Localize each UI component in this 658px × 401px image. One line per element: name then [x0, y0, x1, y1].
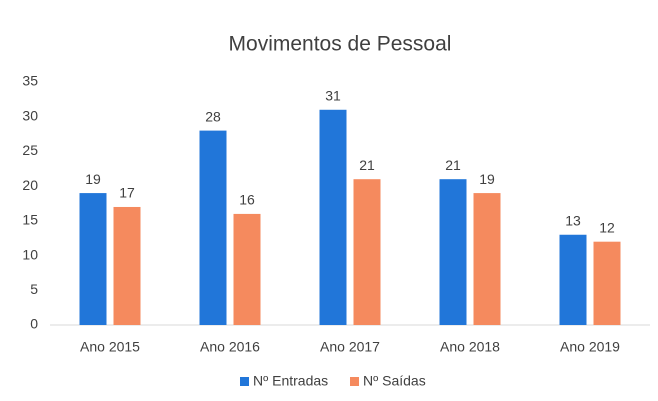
chart-title: Movimentos de Pessoal — [229, 33, 452, 56]
x-tick-label: Ano 2016 — [200, 339, 260, 355]
y-tick-label: 35 — [22, 73, 38, 89]
data-label: 19 — [479, 171, 495, 187]
data-label: 13 — [565, 212, 581, 228]
bar — [593, 241, 621, 325]
data-label: 19 — [85, 171, 101, 187]
data-label: 21 — [445, 157, 461, 173]
bar — [233, 213, 261, 325]
data-label: 17 — [119, 185, 135, 201]
bar — [559, 234, 587, 325]
bar — [79, 193, 107, 325]
y-tick-label: 30 — [22, 107, 38, 123]
data-label: 12 — [599, 219, 615, 235]
data-label: 28 — [205, 108, 221, 124]
x-tick-label: Ano 2017 — [320, 339, 380, 355]
bar — [199, 130, 227, 325]
y-tick-label: 15 — [22, 212, 38, 228]
x-tick-label: Ano 2018 — [440, 339, 500, 355]
bar — [439, 179, 467, 325]
legend-swatch — [350, 377, 359, 386]
y-tick-label: 20 — [22, 177, 38, 193]
y-tick-label: 0 — [30, 316, 38, 332]
legend-swatch — [240, 377, 249, 386]
y-tick-label: 25 — [22, 142, 38, 158]
data-label: 21 — [359, 157, 375, 173]
x-tick-label: Ano 2019 — [560, 339, 620, 355]
y-tick-label: 10 — [22, 246, 38, 262]
x-tick-label: Ano 2015 — [80, 339, 140, 355]
y-tick-label: 5 — [30, 281, 38, 297]
bar — [473, 193, 501, 325]
data-label: 31 — [325, 87, 341, 103]
bar — [353, 179, 381, 325]
legend-label: Nº Saídas — [363, 373, 426, 389]
bar — [113, 206, 141, 325]
data-label: 16 — [239, 192, 255, 208]
legend-label: Nº Entradas — [253, 373, 328, 389]
bar — [319, 109, 347, 326]
